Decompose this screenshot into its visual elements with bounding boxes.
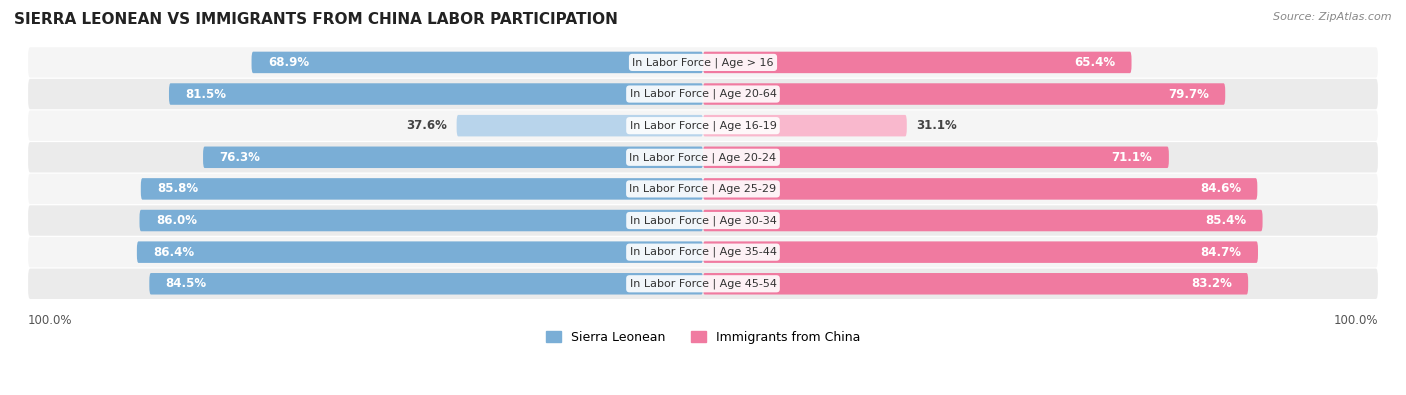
Text: 84.7%: 84.7% — [1201, 246, 1241, 259]
Text: 83.2%: 83.2% — [1191, 277, 1232, 290]
FancyBboxPatch shape — [703, 210, 1263, 231]
Legend: Sierra Leonean, Immigrants from China: Sierra Leonean, Immigrants from China — [541, 326, 865, 349]
Text: In Labor Force | Age 35-44: In Labor Force | Age 35-44 — [630, 247, 776, 258]
FancyBboxPatch shape — [28, 269, 1378, 299]
FancyBboxPatch shape — [28, 237, 1378, 267]
FancyBboxPatch shape — [703, 115, 907, 136]
Text: 81.5%: 81.5% — [186, 88, 226, 101]
FancyBboxPatch shape — [28, 205, 1378, 236]
FancyBboxPatch shape — [28, 47, 1378, 77]
Text: SIERRA LEONEAN VS IMMIGRANTS FROM CHINA LABOR PARTICIPATION: SIERRA LEONEAN VS IMMIGRANTS FROM CHINA … — [14, 12, 617, 27]
Text: 71.1%: 71.1% — [1112, 151, 1153, 164]
FancyBboxPatch shape — [28, 111, 1378, 141]
FancyBboxPatch shape — [703, 241, 1258, 263]
Text: 84.6%: 84.6% — [1199, 182, 1241, 196]
Text: 68.9%: 68.9% — [269, 56, 309, 69]
FancyBboxPatch shape — [149, 273, 703, 295]
Text: 79.7%: 79.7% — [1168, 88, 1209, 101]
FancyBboxPatch shape — [703, 273, 1249, 295]
FancyBboxPatch shape — [139, 210, 703, 231]
Text: 86.4%: 86.4% — [153, 246, 194, 259]
FancyBboxPatch shape — [169, 83, 703, 105]
Text: Source: ZipAtlas.com: Source: ZipAtlas.com — [1274, 12, 1392, 22]
FancyBboxPatch shape — [457, 115, 703, 136]
FancyBboxPatch shape — [28, 79, 1378, 109]
Text: In Labor Force | Age 20-64: In Labor Force | Age 20-64 — [630, 89, 776, 99]
FancyBboxPatch shape — [703, 83, 1225, 105]
Text: In Labor Force | Age 25-29: In Labor Force | Age 25-29 — [630, 184, 776, 194]
FancyBboxPatch shape — [252, 52, 703, 73]
Text: In Labor Force | Age 20-24: In Labor Force | Age 20-24 — [630, 152, 776, 162]
Text: 85.8%: 85.8% — [157, 182, 198, 196]
Text: 84.5%: 84.5% — [166, 277, 207, 290]
Text: 86.0%: 86.0% — [156, 214, 197, 227]
FancyBboxPatch shape — [136, 241, 703, 263]
Text: 31.1%: 31.1% — [917, 119, 957, 132]
Text: In Labor Force | Age 16-19: In Labor Force | Age 16-19 — [630, 120, 776, 131]
FancyBboxPatch shape — [28, 142, 1378, 173]
Text: In Labor Force | Age > 16: In Labor Force | Age > 16 — [633, 57, 773, 68]
Text: In Labor Force | Age 45-54: In Labor Force | Age 45-54 — [630, 278, 776, 289]
FancyBboxPatch shape — [703, 52, 1132, 73]
Text: 100.0%: 100.0% — [28, 314, 73, 327]
Text: 85.4%: 85.4% — [1205, 214, 1246, 227]
Text: In Labor Force | Age 30-34: In Labor Force | Age 30-34 — [630, 215, 776, 226]
Text: 76.3%: 76.3% — [219, 151, 260, 164]
Text: 37.6%: 37.6% — [406, 119, 447, 132]
FancyBboxPatch shape — [703, 178, 1257, 199]
FancyBboxPatch shape — [28, 174, 1378, 204]
FancyBboxPatch shape — [703, 147, 1168, 168]
FancyBboxPatch shape — [141, 178, 703, 199]
Text: 65.4%: 65.4% — [1074, 56, 1115, 69]
FancyBboxPatch shape — [202, 147, 703, 168]
Text: 100.0%: 100.0% — [1333, 314, 1378, 327]
